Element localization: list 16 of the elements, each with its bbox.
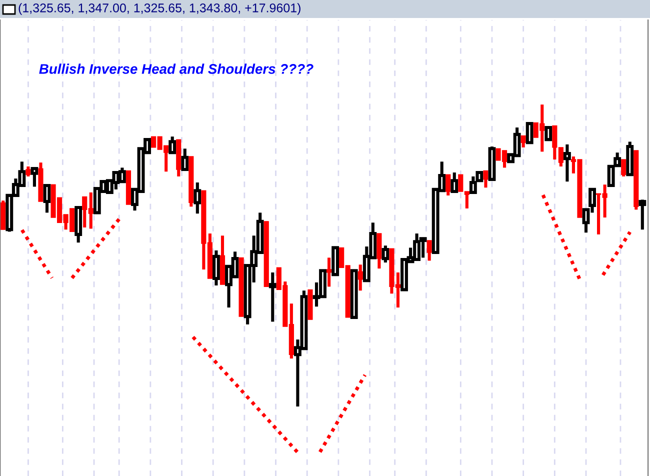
candlestick: [181, 148, 189, 172]
candlestick: [194, 182, 202, 214]
candlestick: [43, 184, 51, 213]
candlestick: [450, 172, 458, 194]
candlestick: [563, 144, 571, 182]
candlestick: [326, 258, 332, 287]
candlestick: [268, 272, 276, 322]
candlestick: [544, 126, 552, 142]
text: (1,325.65, 1,347.00, 1,325.65, 1,343.80, +17.9601): [18, 3, 300, 15]
candlestick: [526, 122, 534, 144]
candlestick: [212, 250, 220, 286]
candlestick: [638, 200, 646, 230]
candlestick: [30, 167, 38, 187]
chart-title: Bullish Inverse Head and Shoulders ????: [39, 64, 314, 74]
candlestick: [382, 246, 390, 262]
candlestick: [168, 136, 176, 154]
